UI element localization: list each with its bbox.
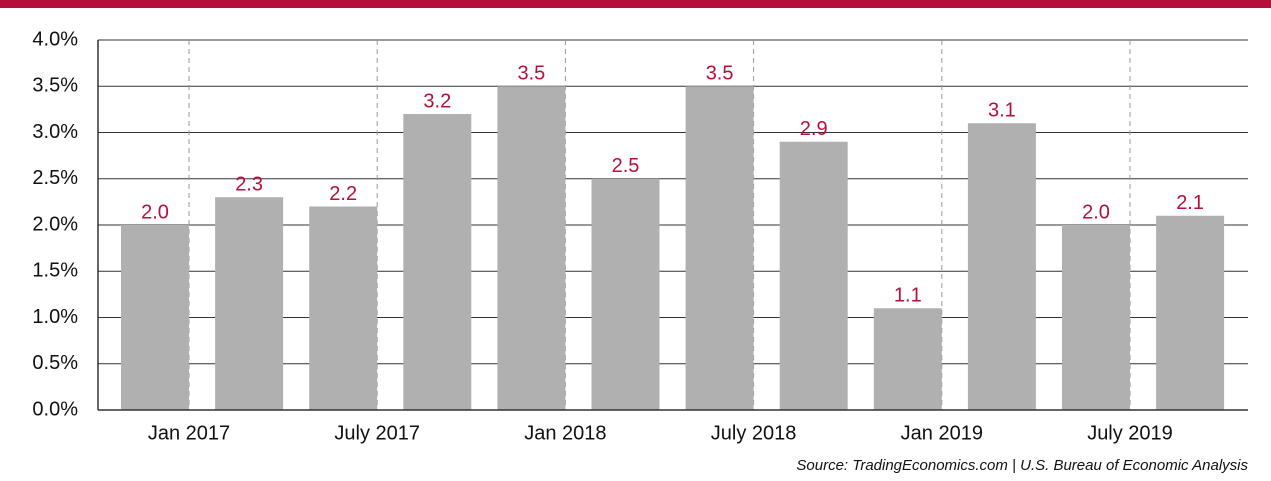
- x-tick-label: Jan 2017: [148, 422, 230, 444]
- y-tick-label: 1.5%: [32, 260, 78, 282]
- bar: [591, 178, 660, 410]
- bar: [685, 86, 754, 410]
- bar: [403, 114, 472, 410]
- data-label: 2.5: [612, 155, 640, 177]
- data-label: 3.1: [988, 100, 1016, 122]
- data-label: 2.0: [141, 201, 169, 223]
- bar: [1156, 215, 1225, 410]
- bar: [309, 206, 378, 410]
- source: Source: TradingEconomics.com | U.S. Bure…: [796, 457, 1248, 474]
- bar: [121, 225, 189, 410]
- y-tick-label: 2.0%: [32, 213, 78, 235]
- bar: [497, 86, 566, 410]
- data-label: 3.5: [706, 63, 734, 85]
- bar: [967, 123, 1036, 410]
- data-label: 2.3: [235, 174, 263, 196]
- y-tick-label: 3.5%: [32, 75, 78, 97]
- y-tick-label: 0.5%: [32, 352, 78, 374]
- data-label: 2.1: [1176, 192, 1204, 214]
- x-tick-label: July 2019: [1087, 422, 1173, 444]
- x-tick-label: July 2017: [334, 422, 420, 444]
- y-tick-label: 4.0%: [32, 28, 78, 50]
- bar: [779, 141, 848, 410]
- data-label: 2.9: [800, 118, 828, 140]
- x-tick-label: Jan 2019: [901, 422, 983, 444]
- data-label: 2.0: [1082, 201, 1110, 223]
- y-tick-label: 0.0%: [32, 398, 78, 420]
- bar: [873, 308, 942, 410]
- bar: [215, 197, 284, 410]
- data-label: 3.2: [423, 90, 451, 112]
- data-label: 3.5: [517, 63, 545, 85]
- data-label: 1.1: [894, 285, 922, 307]
- x-tick-label: Jan 2018: [524, 422, 606, 444]
- y-tick-label: 2.5%: [32, 167, 78, 189]
- x-tick-label: July 2018: [711, 422, 797, 444]
- top-band: [0, 0, 1271, 8]
- bar: [1062, 225, 1130, 410]
- data-label: 2.2: [329, 183, 357, 205]
- y-tick-label: 1.0%: [32, 306, 78, 328]
- y-tick-label: 3.0%: [32, 121, 78, 143]
